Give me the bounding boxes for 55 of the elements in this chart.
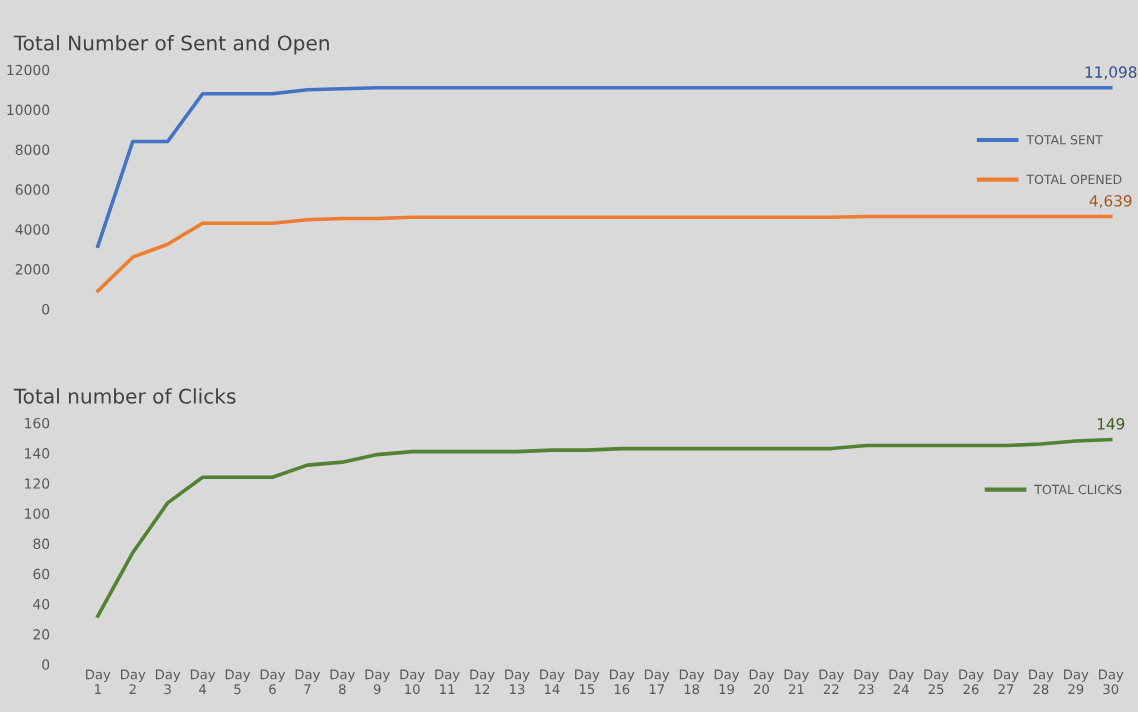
x-tick-label: Day 11 xyxy=(435,669,460,694)
data-label: 4,639 xyxy=(1089,195,1132,209)
y-tick-label: 60 xyxy=(33,568,50,580)
y-tick-label: 8000 xyxy=(15,144,50,155)
x-tick-label: Day 3 xyxy=(155,669,181,695)
x-tick-label: Day 1 xyxy=(86,669,111,694)
x-tick-label: Day 15 xyxy=(575,669,600,695)
x-tick-label: Day 14 xyxy=(540,669,565,694)
y-tick-label: 40 xyxy=(33,598,50,610)
y-tick-label: 2000 xyxy=(15,264,50,275)
x-tick-label: Day 18 xyxy=(679,669,705,695)
x-tick-label: Day 10 xyxy=(400,669,425,695)
y-tick-label: 4000 xyxy=(15,224,50,235)
x-tick-label: Day 17 xyxy=(644,669,670,694)
x-tick-label: Day 6 xyxy=(260,669,286,695)
x-tick-label: Day 30 xyxy=(1099,669,1124,695)
y-tick-label: 0 xyxy=(42,303,50,315)
y-tick-label: 140 xyxy=(25,448,50,459)
x-tick-label: Day 22 xyxy=(819,669,844,694)
x-tick-label: Day 2 xyxy=(121,669,146,694)
x-tick-label: Day 27 xyxy=(994,669,1019,694)
legend-label: TOTAL OPENED xyxy=(1026,174,1122,185)
x-tick-label: Day 13 xyxy=(505,669,530,695)
y-tick-label: 20 xyxy=(33,629,50,640)
data-label: 11,098 xyxy=(1085,66,1137,80)
x-tick-label: Day 8 xyxy=(330,669,355,695)
x-tick-label: Day 9 xyxy=(365,669,390,695)
y-tick-label: 100 xyxy=(25,508,50,519)
y-tick-label: 10000 xyxy=(7,104,50,116)
x-tick-label: Day 5 xyxy=(225,669,251,695)
chart-title: Total Number of Sent and Open xyxy=(13,35,329,55)
x-tick-label: Day 26 xyxy=(959,669,984,695)
legend-label: TOTAL CLICKS xyxy=(1034,484,1122,495)
data-label: 149 xyxy=(1097,418,1125,430)
x-tick-label: Day 28 xyxy=(1029,669,1054,695)
y-tick-label: 120 xyxy=(25,478,50,489)
x-tick-label: Day 7 xyxy=(295,669,321,694)
x-tick-label: Day 4 xyxy=(190,669,216,694)
x-tick-label: Day 21 xyxy=(784,669,810,694)
x-tick-label: Day 12 xyxy=(470,669,495,694)
x-tick-label: Day 24 xyxy=(889,669,914,694)
y-tick-label: 0 xyxy=(42,659,50,670)
x-tick-label: Day 29 xyxy=(1064,669,1089,695)
y-tick-label: 80 xyxy=(33,538,50,550)
legend-label: TOTAL SENT xyxy=(1026,135,1103,145)
x-tick-label: Day 16 xyxy=(610,669,635,695)
chart-title: Total number of Clicks xyxy=(13,388,236,404)
x-tick-label: Day 25 xyxy=(924,669,949,695)
y-tick-label: 160 xyxy=(25,417,50,429)
y-tick-label: 6000 xyxy=(15,184,50,195)
x-tick-label: Day 23 xyxy=(854,669,879,695)
y-tick-label: 12000 xyxy=(7,64,50,76)
x-tick-label: Day 19 xyxy=(714,669,740,695)
x-tick-label: Day 20 xyxy=(749,669,775,695)
line-series xyxy=(96,214,1113,293)
